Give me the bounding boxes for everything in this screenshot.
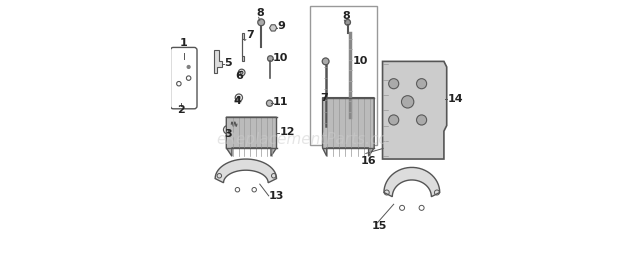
Text: eReplacementParts.com: eReplacementParts.com (216, 132, 404, 147)
Circle shape (187, 66, 190, 68)
Circle shape (417, 79, 427, 89)
Text: 8: 8 (257, 8, 264, 18)
Polygon shape (242, 33, 244, 61)
Circle shape (345, 20, 350, 25)
Polygon shape (214, 50, 222, 73)
Text: 4: 4 (233, 96, 241, 106)
Text: 16: 16 (361, 156, 376, 166)
Text: 1: 1 (180, 38, 188, 48)
Text: 3: 3 (224, 129, 232, 139)
Circle shape (322, 58, 329, 65)
Circle shape (417, 115, 427, 125)
Text: 10: 10 (352, 56, 368, 66)
Text: 13: 13 (268, 191, 284, 201)
Text: 11: 11 (273, 97, 288, 107)
FancyBboxPatch shape (170, 47, 197, 109)
Text: 14: 14 (447, 94, 463, 104)
Text: 2: 2 (177, 105, 185, 115)
Circle shape (267, 100, 273, 106)
Circle shape (389, 79, 399, 89)
Polygon shape (384, 167, 440, 197)
Text: 7: 7 (246, 30, 254, 40)
Bar (310, 6, 377, 145)
Text: 10: 10 (273, 52, 288, 62)
Circle shape (402, 96, 414, 108)
Text: 6: 6 (235, 71, 243, 81)
Polygon shape (270, 25, 277, 31)
Circle shape (237, 96, 241, 99)
Text: 5: 5 (224, 57, 232, 68)
Text: 15: 15 (372, 221, 388, 231)
Text: 7: 7 (320, 93, 327, 103)
Text: 12: 12 (280, 127, 295, 137)
Polygon shape (322, 98, 374, 156)
Circle shape (268, 56, 273, 61)
Polygon shape (215, 159, 277, 183)
Polygon shape (226, 117, 277, 156)
Text: 8: 8 (342, 11, 350, 21)
Circle shape (258, 19, 265, 26)
Text: 9: 9 (277, 21, 285, 31)
Circle shape (389, 115, 399, 125)
Polygon shape (383, 61, 446, 159)
